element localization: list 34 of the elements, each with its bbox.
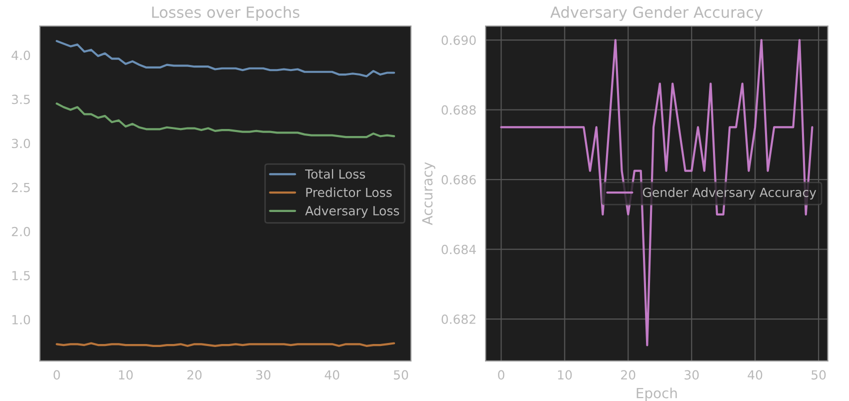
y-tick-label: 0.684 xyxy=(442,244,476,254)
line-series xyxy=(56,102,396,138)
chart-title: Adversary Gender Accuracy xyxy=(550,6,763,21)
legend-label: Adversary Loss xyxy=(305,206,400,218)
y-tick-label: 0.682 xyxy=(442,314,476,324)
x-tick-label: 30 xyxy=(256,370,270,380)
x-tick-label: 0 xyxy=(498,370,504,380)
x-tick-label: 50 xyxy=(394,370,408,380)
y-tick-label: 3.0 xyxy=(12,138,30,148)
y-axis-title: Accuracy xyxy=(422,162,436,226)
y-tick-label: 0.686 xyxy=(442,175,476,184)
legend-label: Total Loss xyxy=(305,169,366,179)
line-series xyxy=(56,40,396,78)
legend-label: Gender Adversary Accuracy xyxy=(642,187,816,200)
x-tick-label: 10 xyxy=(119,370,133,380)
legend-label: Predictor Loss xyxy=(306,187,392,198)
x-tick-label: 50 xyxy=(812,370,826,380)
y-tick-label: 0.690 xyxy=(442,35,476,45)
y-tick-label: 3.5 xyxy=(12,94,30,104)
y-tick-label: 2.0 xyxy=(12,226,30,236)
y-tick-label: 0.688 xyxy=(442,105,476,115)
y-tick-label: 2.5 xyxy=(12,182,30,192)
y-tick-label: 1.0 xyxy=(12,314,30,324)
x-axis-title: Epoch xyxy=(636,388,677,401)
y-tick-label: 4.0 xyxy=(12,50,30,60)
y-tick-label: 1.5 xyxy=(12,271,30,280)
x-tick-label: 40 xyxy=(324,370,340,380)
chart-title: Losses over Epochs xyxy=(152,6,300,21)
x-tick-label: 40 xyxy=(748,370,762,380)
x-tick-label: 30 xyxy=(684,370,699,380)
x-tick-label: 20 xyxy=(187,370,202,380)
x-tick-label: 20 xyxy=(621,370,636,380)
x-tick-label: 10 xyxy=(558,370,572,380)
x-tick-label: 0 xyxy=(54,370,60,380)
